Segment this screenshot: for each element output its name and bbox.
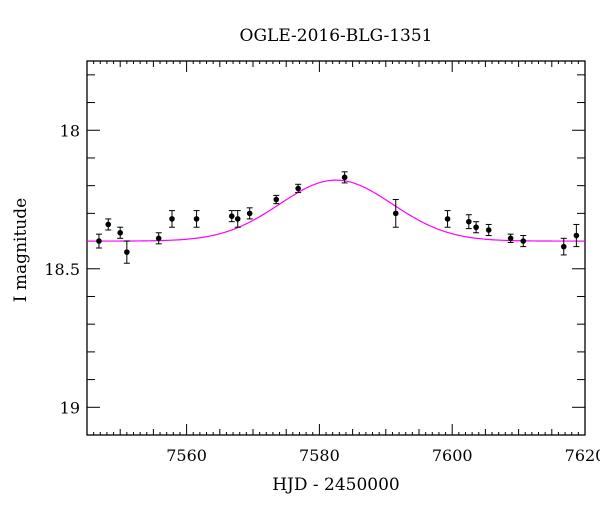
- data-point: [520, 238, 527, 244]
- data-point: [444, 216, 451, 222]
- plot-frame: [86, 60, 586, 436]
- y-tick-label: 19: [60, 398, 80, 417]
- data-points: [95, 171, 580, 264]
- chart-title: OGLE-2016-BLG-1351: [240, 26, 433, 46]
- data-point: [392, 210, 399, 217]
- data-point: [193, 216, 200, 222]
- x-tick-label: 7560: [166, 446, 207, 465]
- data-point: [124, 249, 130, 255]
- y-tick-label: 18: [60, 121, 80, 140]
- model-curve: [87, 179, 585, 242]
- data-point: [485, 227, 492, 233]
- y-tick-label: 18.5: [44, 260, 80, 279]
- data-point: [117, 229, 123, 236]
- data-point: [507, 235, 514, 242]
- y-axis-label: I magnitude: [11, 198, 31, 302]
- data-point: [341, 174, 348, 181]
- data-point: [573, 232, 580, 239]
- data-point: [155, 235, 162, 242]
- data-point: [466, 218, 472, 225]
- data-point: [96, 238, 102, 244]
- x-tick-label: 7620: [565, 446, 600, 465]
- x-axis-label: HJD - 2450000: [272, 475, 400, 495]
- data-point: [560, 243, 567, 250]
- x-tick-label: 7600: [432, 446, 473, 465]
- axis-ticks: [86, 61, 586, 436]
- data-point: [273, 196, 280, 203]
- data-point: [473, 224, 479, 231]
- data-point: [228, 213, 235, 219]
- data-point: [246, 210, 253, 217]
- x-tick-label: 7580: [299, 446, 340, 465]
- data-point: [169, 216, 175, 222]
- data-point: [105, 221, 112, 228]
- data-point: [295, 185, 301, 192]
- data-point: [234, 216, 241, 222]
